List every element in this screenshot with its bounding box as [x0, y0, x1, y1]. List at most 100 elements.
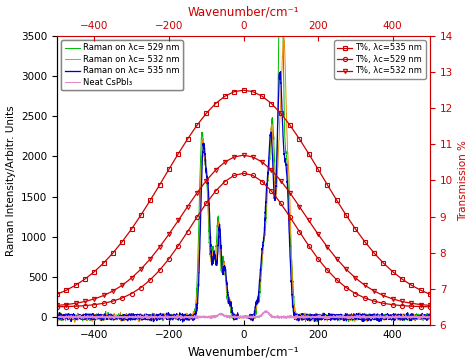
Raman on λᴄ= 529 nm — [213, 245, 219, 249]
T%, λᴄ=535 nm — [250, 90, 255, 94]
T%, λᴄ=535 nm — [241, 88, 246, 92]
T%, λᴄ=535 nm — [334, 198, 339, 202]
T%, λᴄ=535 nm — [194, 123, 200, 127]
T%, λᴄ=529 nm — [194, 215, 200, 219]
T%, λᴄ=532 nm — [306, 218, 311, 223]
Neat CsPbI₃ — [119, 314, 125, 319]
T%, λᴄ=532 nm — [278, 178, 283, 183]
T%, λᴄ=529 nm — [418, 304, 423, 309]
T%, λᴄ=529 nm — [64, 304, 69, 309]
T%, λᴄ=529 nm — [119, 296, 125, 300]
Raman on λᴄ= 535 nm — [97, 316, 102, 321]
T%, λᴄ=532 nm — [409, 301, 414, 305]
Raman on λᴄ= 529 nm — [427, 312, 433, 316]
Raman on λᴄ= 532 nm — [420, 316, 426, 321]
T%, λᴄ=529 nm — [427, 305, 433, 309]
T%, λᴄ=532 nm — [334, 257, 339, 261]
Line: T%, λᴄ=535 nm: T%, λᴄ=535 nm — [55, 88, 432, 296]
T%, λᴄ=532 nm — [427, 303, 433, 308]
T%, λᴄ=532 nm — [185, 205, 191, 209]
T%, λᴄ=535 nm — [175, 151, 181, 156]
T%, λᴄ=535 nm — [119, 239, 125, 244]
T%, λᴄ=532 nm — [325, 245, 330, 249]
T%, λᴄ=535 nm — [390, 269, 395, 274]
T%, λᴄ=535 nm — [325, 183, 330, 187]
T%, λᴄ=535 nm — [54, 292, 60, 296]
T%, λᴄ=532 nm — [213, 168, 219, 172]
T%, λᴄ=529 nm — [390, 302, 395, 307]
T%, λᴄ=535 nm — [231, 90, 237, 94]
Neat CsPbI₃ — [54, 314, 60, 319]
T%, λᴄ=532 nm — [147, 257, 153, 261]
T%, λᴄ=529 nm — [371, 299, 377, 303]
Y-axis label: Transmission %: Transmission % — [458, 140, 468, 221]
Neat CsPbI₃ — [380, 316, 385, 320]
T%, λᴄ=532 nm — [399, 299, 405, 304]
T%, λᴄ=535 nm — [166, 167, 172, 171]
T%, λᴄ=532 nm — [269, 168, 274, 172]
T%, λᴄ=535 nm — [418, 288, 423, 292]
T%, λᴄ=532 nm — [222, 160, 228, 164]
T%, λᴄ=532 nm — [54, 303, 60, 308]
T%, λᴄ=535 nm — [399, 277, 405, 281]
T%, λᴄ=532 nm — [119, 283, 125, 287]
T%, λᴄ=529 nm — [157, 268, 163, 272]
T%, λᴄ=535 nm — [73, 283, 79, 287]
T%, λᴄ=529 nm — [213, 189, 219, 193]
T%, λᴄ=529 nm — [278, 201, 283, 206]
T%, λᴄ=529 nm — [306, 244, 311, 248]
T%, λᴄ=529 nm — [334, 278, 339, 282]
T%, λᴄ=535 nm — [64, 288, 69, 292]
Raman on λᴄ= 535 nm — [197, 234, 203, 238]
T%, λᴄ=529 nm — [343, 285, 349, 290]
T%, λᴄ=529 nm — [185, 229, 191, 234]
Raman on λᴄ= 529 nm — [314, 320, 320, 324]
T%, λᴄ=532 nm — [175, 218, 181, 223]
T%, λᴄ=535 nm — [147, 198, 153, 202]
T%, λᴄ=535 nm — [269, 102, 274, 106]
Raman on λᴄ= 529 nm — [54, 315, 60, 320]
Raman on λᴄ= 529 nm — [420, 318, 426, 323]
T%, λᴄ=529 nm — [54, 305, 60, 309]
X-axis label: Wavenumber/cm⁻¹: Wavenumber/cm⁻¹ — [188, 5, 299, 19]
Raman on λᴄ= 529 nm — [119, 317, 125, 321]
Raman on λᴄ= 535 nm — [213, 263, 219, 268]
T%, λᴄ=535 nm — [101, 261, 107, 265]
T%, λᴄ=529 nm — [269, 189, 274, 193]
T%, λᴄ=529 nm — [381, 301, 386, 305]
T%, λᴄ=532 nm — [390, 297, 395, 301]
T%, λᴄ=532 nm — [297, 205, 302, 209]
T%, λᴄ=529 nm — [166, 257, 172, 261]
T%, λᴄ=535 nm — [82, 277, 88, 281]
T%, λᴄ=535 nm — [409, 283, 414, 287]
T%, λᴄ=529 nm — [362, 296, 367, 300]
T%, λᴄ=535 nm — [297, 137, 302, 141]
Line: T%, λᴄ=532 nm: T%, λᴄ=532 nm — [55, 153, 432, 308]
T%, λᴄ=529 nm — [203, 201, 209, 206]
T%, λᴄ=532 nm — [231, 155, 237, 159]
T%, λᴄ=529 nm — [138, 285, 144, 290]
Legend: T%, λᴄ=535 nm, T%, λᴄ=529 nm, T%, λᴄ=532 nm: T%, λᴄ=535 nm, T%, λᴄ=529 nm, T%, λᴄ=532… — [334, 40, 426, 79]
T%, λᴄ=535 nm — [91, 269, 97, 274]
Raman on λᴄ= 535 nm — [180, 320, 185, 324]
Raman on λᴄ= 532 nm — [213, 255, 219, 259]
Raman on λᴄ= 529 nm — [97, 316, 102, 320]
T%, λᴄ=535 nm — [222, 94, 228, 98]
T%, λᴄ=529 nm — [101, 301, 107, 305]
T%, λᴄ=535 nm — [362, 239, 367, 244]
T%, λᴄ=529 nm — [129, 291, 135, 296]
T%, λᴄ=535 nm — [353, 227, 358, 231]
Raman on λᴄ= 535 nm — [380, 316, 385, 320]
Line: Raman on λᴄ= 535 nm: Raman on λᴄ= 535 nm — [57, 72, 430, 322]
Raman on λᴄ= 529 nm — [197, 172, 203, 177]
T%, λᴄ=529 nm — [241, 171, 246, 175]
Raman on λᴄ= 535 nm — [420, 314, 426, 319]
T%, λᴄ=529 nm — [222, 179, 228, 184]
T%, λᴄ=532 nm — [287, 191, 293, 195]
T%, λᴄ=535 nm — [259, 94, 265, 98]
T%, λᴄ=535 nm — [185, 137, 191, 141]
T%, λᴄ=529 nm — [409, 304, 414, 308]
Line: T%, λᴄ=529 nm: T%, λᴄ=529 nm — [55, 171, 432, 309]
T%, λᴄ=535 nm — [203, 111, 209, 116]
T%, λᴄ=535 nm — [381, 261, 386, 265]
